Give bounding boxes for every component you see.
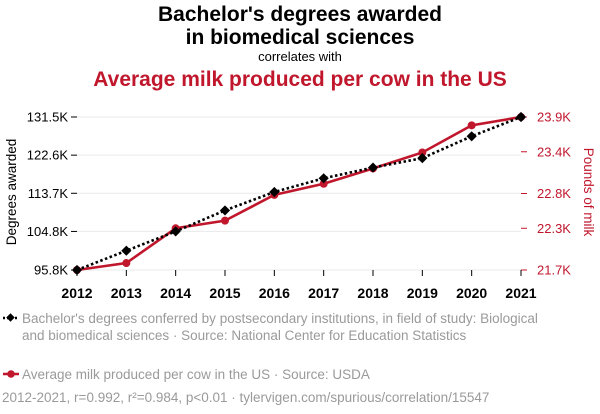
left-tick-label: 113.7K [28, 186, 69, 201]
left-axis-label: Degrees awarded [4, 139, 19, 246]
grid-lines [77, 116, 521, 271]
chart-title-text: Bachelor's degrees awarded in biomedical… [158, 3, 442, 49]
series-group [71, 111, 527, 276]
x-axis-ticks: 2012 2013 2014 2015 2016 2017 2018 2019 2020 2021 [61, 270, 537, 301]
x-tick-label: 2018 [357, 285, 388, 301]
data-point-milk [467, 121, 476, 130]
left-tick-label: 95.8K [34, 263, 68, 278]
chart-subtitle: correlates with [258, 49, 342, 64]
chart-title-secondary: Average milk produced per cow in the US [93, 68, 507, 91]
x-tick-label: 2016 [259, 285, 290, 301]
x-tick-label: 2014 [160, 285, 191, 301]
chart-title: Bachelor's degrees awarded in biomedical… [0, 3, 600, 49]
legend-label-degrees: Bachelor's degrees conferred by postseco… [22, 311, 538, 343]
right-tick-label: 22.8K [537, 186, 571, 201]
left-tick-label: 131.5K [27, 110, 69, 125]
data-point-degrees [466, 131, 477, 142]
series-line-degrees [76, 115, 522, 272]
left-tick-label: 122.6K [27, 148, 69, 163]
right-tick-label: 23.9K [537, 110, 571, 125]
right-tick-label: 21.7K [537, 263, 571, 278]
x-tick-label: 2021 [505, 285, 536, 301]
data-point-degrees [515, 111, 527, 123]
data-point-degrees [318, 173, 329, 184]
data-point-degrees [417, 153, 428, 164]
legend-swatch-degrees [3, 313, 19, 322]
legend-swatch-milk [3, 370, 19, 378]
data-point-degrees [121, 245, 132, 256]
x-tick-label: 2020 [456, 285, 487, 301]
data-point-degrees [367, 162, 379, 173]
right-tick-label: 23.4K [537, 144, 571, 159]
x-tick-label: 2017 [308, 285, 339, 301]
data-point-milk [418, 148, 427, 157]
data-point-milk [122, 259, 131, 268]
x-tick-label: 2013 [111, 285, 142, 301]
data-point-milk [319, 179, 328, 188]
legend-label-milk: Average milk produced per cow in the US … [22, 367, 370, 382]
chart-footer: 2012-2021, r=0.992, r²=0.984, p<0.01 · t… [2, 390, 490, 405]
series-line-milk [76, 115, 522, 272]
data-point-milk [221, 216, 229, 225]
right-axis-ticks: 21.7K 22.3K 22.8K 23.4K 23.9K [521, 110, 571, 278]
left-tick-label: 104.8K [27, 224, 69, 239]
data-point-degrees [71, 264, 83, 276]
x-tick-label: 2015 [209, 285, 240, 301]
right-axis-label: Pounds of milk [581, 148, 596, 237]
x-tick-label: 2019 [407, 285, 438, 301]
left-axis-ticks: 95.8K 104.8K 113.7K 122.6K 131.5K [27, 110, 77, 278]
data-point-degrees [219, 205, 231, 216]
x-tick-label: 2012 [61, 285, 92, 301]
right-tick-label: 22.3K [537, 221, 571, 236]
data-point-degrees [170, 226, 181, 237]
